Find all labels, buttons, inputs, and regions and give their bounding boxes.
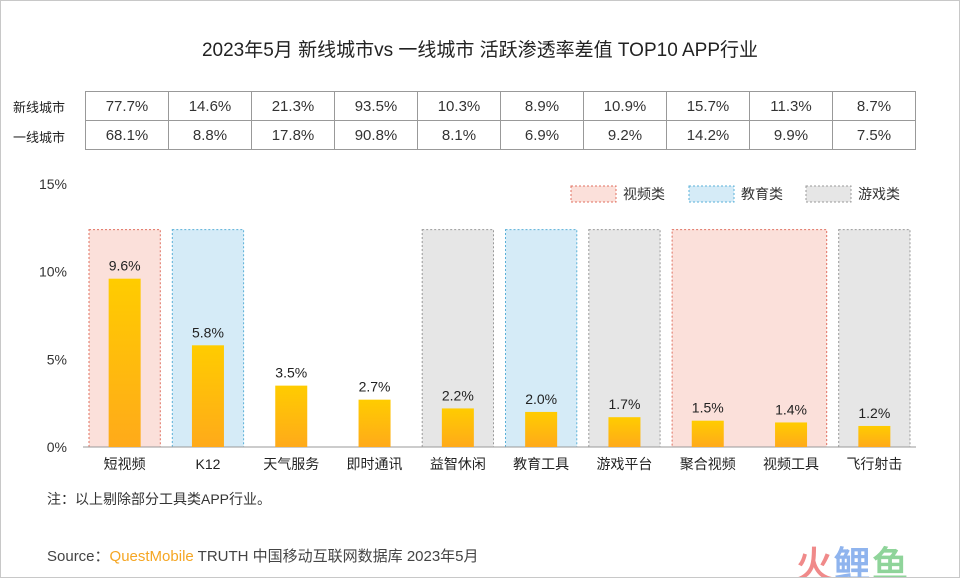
legend-label: 视频类 [623,186,665,202]
footnote: 注：以上剔除部分工具类APP行业。 [47,491,272,507]
table-cell: 7.5% [832,120,916,150]
bar [691,420,724,447]
data-label: 2.2% [442,387,474,403]
table-cell: 10.9% [583,91,667,121]
y-tick-label: 15% [39,176,67,192]
bar [441,408,474,447]
legend-swatch [805,185,852,203]
bar [608,417,641,447]
x-tick-label: 飞行射击 [846,456,902,472]
table-cell: 11.3% [749,91,833,121]
y-tick-label: 10% [39,264,67,280]
bar [275,385,308,447]
source-text: TRUTH 中国移动互联网数据库 2023年5月 [197,548,479,565]
x-tick-label: 益智休闲 [430,456,486,472]
x-tick-label: 教育工具 [513,456,569,472]
source-label: Source： [47,548,110,565]
bar [525,411,558,447]
group-background [588,229,661,448]
table-cell: 8.8% [168,120,252,150]
table-row: 77.7% 14.6% 21.3% 93.5% 10.3% 8.9% 10.9% 15.7% 1… [85,91,916,121]
source-brand: QuestMobile [109,548,194,565]
data-label: 1.4% [775,401,807,417]
source-line: Source：QuestMobile TRUTH 中国移动互联网数据库 2023… [47,545,479,566]
row-label-first-tier: 一线城市 [13,130,66,145]
x-tick-label: K12 [195,456,220,472]
x-tick-label: 聚合视频 [680,456,736,472]
data-label: 5.8% [192,324,224,340]
data-label: 1.5% [692,400,724,416]
table-cell: 14.2% [666,120,750,150]
watermark-logo: 火鲤鱼 [796,544,911,578]
bar [358,399,391,447]
data-label: 9.6% [109,258,141,274]
table-cell: 8.9% [500,91,584,121]
bar [775,422,808,447]
bar [108,278,141,447]
table-cell: 9.2% [583,120,667,150]
data-label: 2.7% [359,379,391,395]
x-tick-label: 短视频 [104,456,146,472]
bar [191,345,224,447]
x-tick-label: 即时通讯 [347,456,403,472]
table-cell: 8.1% [417,120,501,150]
data-label: 3.5% [275,365,307,381]
table-cell: 10.3% [417,91,501,121]
x-tick-label: 天气服务 [263,456,319,472]
data-table: 77.7% 14.6% 21.3% 93.5% 10.3% 8.9% 10.9% 15.7% 1… [85,91,916,150]
bar [858,425,891,447]
table-cell: 14.6% [168,91,252,121]
data-label: 1.7% [608,396,640,412]
legend-swatch [570,185,617,203]
legend-swatch [688,185,735,203]
legend-label: 游戏类 [858,186,900,202]
legend-label: 教育类 [741,186,783,202]
table-row: 68.1% 8.8% 17.8% 90.8% 8.1% 6.9% 9.2% 14.2% 9.9%… [85,120,916,150]
row-label-new-tier: 新线城市 [13,100,66,115]
table-cell: 6.9% [500,120,584,150]
table-cell: 68.1% [85,120,169,150]
x-tick-label: 游戏平台 [596,456,652,472]
data-label: 1.2% [858,405,890,421]
group-background [838,229,911,448]
table-cell: 9.9% [749,120,833,150]
x-tick-label: 视频工具 [763,456,819,472]
table-cell: 17.8% [251,120,335,150]
data-label: 2.0% [525,391,557,407]
y-tick-label: 5% [47,351,67,367]
table-cell: 93.5% [334,91,418,121]
y-tick-label: 0% [47,439,67,455]
chart-title: 2023年5月 新线城市vs 一线城市 活跃渗透率差值 TOP10 APP行业 [201,40,759,61]
